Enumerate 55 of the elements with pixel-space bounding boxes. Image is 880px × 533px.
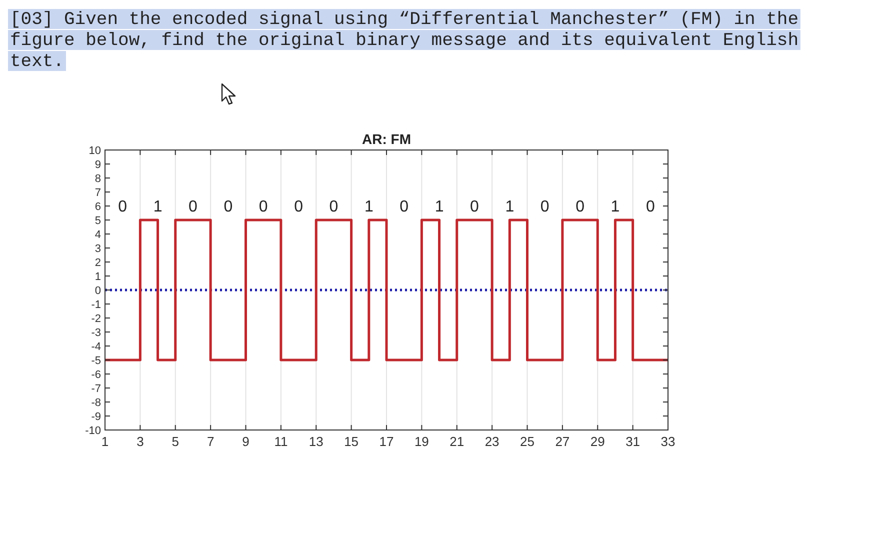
annotation: 0 (470, 198, 480, 216)
y-tick-label: -4 (91, 340, 101, 353)
y-tick-label: -9 (91, 410, 101, 423)
x-tick-label: 7 (206, 434, 214, 449)
x-tick-label: 5 (172, 434, 179, 449)
y-tick-label: -2 (91, 312, 101, 325)
x-tick-label: 27 (555, 434, 570, 449)
y-tick-label: 0 (94, 284, 101, 297)
annotation: 1 (153, 198, 162, 216)
chart-title: AR: FM (362, 131, 411, 147)
x-tick-label: 31 (626, 434, 640, 449)
annotation: 0 (118, 198, 128, 216)
y-tick-label: 9 (94, 158, 101, 171)
annotation: 1 (364, 198, 374, 216)
x-tick-label: 21 (450, 434, 464, 449)
annotation: 0 (329, 198, 338, 216)
x-tick-label: 25 (520, 434, 534, 449)
y-tick-label: 1 (94, 270, 101, 283)
x-tick-label: 23 (484, 434, 500, 449)
annotation: 0 (258, 198, 268, 216)
x-tick-label: 15 (344, 434, 359, 449)
text: [03] Given the encoded signal using “Differential Manchester” (FM) in the figure below, find the original binary message and its equivalent English text. (10, 10, 799, 72)
y-tick-label: -7 (91, 382, 101, 395)
y-tick-label: -1 (91, 298, 101, 311)
y-tick-label: -3 (91, 326, 101, 339)
annotation: 0 (400, 198, 409, 216)
y-tick-label: 3 (94, 242, 101, 255)
y-tick-label: 10 (88, 144, 101, 157)
y-tick-label: -5 (91, 354, 101, 367)
y-tick-label: 6 (94, 200, 101, 213)
y-tick-label: -6 (91, 368, 101, 381)
y-tick-label: 5 (94, 214, 101, 227)
annotation: 1 (610, 198, 620, 216)
x-tick-label: 9 (242, 434, 250, 449)
y-tick-label: -8 (91, 396, 101, 409)
annotation: 0 (294, 198, 304, 216)
x-tick-label: 33 (660, 434, 676, 449)
annotation: 0 (576, 198, 585, 216)
y-tick-label: -10 (85, 424, 101, 437)
y-tick-label: 2 (94, 256, 101, 269)
y-tick-label: 4 (94, 228, 101, 241)
x-tick-label: 29 (590, 434, 605, 449)
annotation: 0 (540, 198, 550, 216)
annotation: 0 (224, 198, 233, 216)
x-tick-label: 17 (379, 434, 394, 449)
y-tick-label: 8 (94, 172, 101, 185)
annotation: 1 (505, 198, 514, 216)
annotation: 0 (646, 198, 655, 216)
x-tick-label: 13 (308, 434, 324, 449)
annotation: 1 (434, 198, 444, 216)
y-tick-label: 7 (94, 186, 101, 199)
annotation: 0 (188, 198, 198, 216)
x-tick-label: 3 (136, 434, 144, 449)
x-tick-label: 19 (414, 434, 429, 449)
x-tick-label: 11 (274, 434, 288, 449)
